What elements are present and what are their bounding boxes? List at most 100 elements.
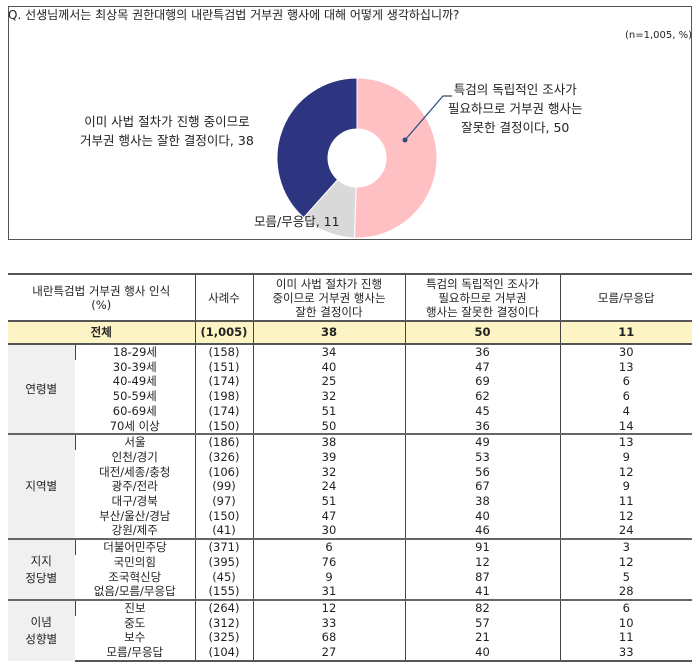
table-row: 조국혁신당 (45) 9 87 5 (8, 569, 692, 585)
row-label: 서울 (74, 433, 195, 450)
group-label: 이념 성향별 (8, 598, 75, 661)
chart-panel (8, 6, 692, 240)
header-n: 사례수 (194, 273, 253, 322)
row-oppose: 49 (404, 433, 560, 450)
row-oppose: 40 (404, 645, 560, 662)
table-row: 광주/전라 (99) 24 67 9 (8, 479, 692, 495)
row-oppose: 36 (404, 418, 560, 435)
row-unknown: 9 (559, 479, 692, 495)
row-label: 없음/모름/무응답 (93, 584, 176, 599)
row-support: 32 (252, 389, 405, 404)
row-support: 51 (252, 494, 405, 509)
row-support: 50 (252, 418, 405, 435)
label-line: 필요하므로 거부권 행사는 (448, 101, 583, 116)
sample-note: (n=1,005, %) (624, 30, 692, 41)
row-label: 50-59세 (112, 389, 157, 404)
leader-dot (402, 137, 408, 143)
row-n: (99) (194, 479, 253, 495)
row-n: (395) (194, 554, 253, 570)
total-label: 전체 (8, 321, 195, 345)
row-oppose: 12 (404, 554, 560, 570)
row-label: 진보 (74, 598, 195, 616)
row-label: 모름/무응답 (75, 645, 195, 662)
row-n: (198) (194, 389, 253, 404)
row-oppose: 91 (404, 538, 560, 555)
row-oppose: 69 (404, 374, 560, 390)
row-oppose: 56 (404, 464, 560, 480)
row-n: (326) (194, 449, 253, 465)
total-oppose: 50 (404, 321, 560, 345)
row-unknown: 6 (559, 598, 692, 616)
row-unknown: 11 (559, 494, 692, 509)
table-row: 50-59세 (198) 32 62 6 (8, 389, 692, 404)
table-row: 지역별 서울 (186) 38 49 13 (8, 433, 692, 540)
row-oppose: 38 (404, 494, 560, 509)
table-row: 모름/무응답 (104) 27 40 33 (8, 645, 692, 662)
row-unknown: 9 (559, 449, 692, 465)
row-unknown: 5 (559, 569, 692, 585)
row-unknown: 4 (559, 403, 692, 419)
row-label: 국민의힘 (113, 554, 156, 569)
row-label: 60-69세 (112, 403, 157, 418)
row-unknown: 14 (559, 418, 692, 435)
row-support: 6 (252, 538, 405, 555)
row-n: (150) (194, 508, 253, 524)
row-unknown: 12 (559, 464, 692, 480)
table-row: 30-39세 (151) 40 47 13 (8, 359, 692, 375)
table-row: 40-49세 (174) 25 69 6 (8, 374, 692, 390)
row-unknown: 13 (559, 433, 692, 450)
row-unknown: 3 (559, 538, 692, 555)
table-row: 연령별 18-29세 (158) 34 36 30 (8, 344, 692, 435)
row-support: 68 (252, 630, 405, 646)
row-support: 47 (252, 508, 405, 524)
label-line: 거부권 행사는 잘한 결정이다, 38 (80, 133, 254, 148)
table-row: 부산/울산/경남 (150) 47 40 12 (8, 508, 692, 524)
row-unknown: 6 (559, 374, 692, 390)
row-support: 30 (252, 523, 405, 540)
row-n: (104) (194, 645, 253, 662)
row-n: (150) (194, 418, 253, 435)
row-support: 31 (252, 584, 405, 600)
label-support: 이미 사법 절차가 진행 중이므로 거부권 행사는 잘한 결정이다, 38 (80, 112, 254, 150)
leader-line (404, 95, 452, 141)
total-n: (1,005) (194, 321, 253, 345)
group-label: 지지 정당별 (8, 538, 75, 600)
group-label-line: 연령별 (25, 381, 58, 396)
row-support: 76 (252, 554, 405, 570)
row-unknown: 24 (559, 523, 692, 540)
row-support: 33 (252, 615, 405, 631)
total-unknown: 11 (559, 321, 692, 345)
row-oppose: 62 (404, 389, 560, 404)
row-label: 부산/울산/경남 (99, 508, 171, 523)
row-oppose: 36 (404, 344, 560, 360)
row-label: 조국혁신당 (108, 569, 162, 584)
row-label: 18-29세 (74, 344, 195, 360)
label-line: 특검의 독립적인 조사가 (453, 82, 577, 97)
row-unknown: 30 (559, 344, 692, 360)
group-label: 지역별 (8, 433, 75, 540)
row-support: 12 (252, 598, 405, 616)
row-unknown: 6 (559, 389, 692, 404)
row-support: 34 (252, 344, 405, 360)
slice-oppose (353, 77, 438, 239)
header-unknown: 모름/무응답 (559, 273, 692, 322)
row-n: (186) (194, 433, 253, 450)
row-oppose: 67 (404, 479, 560, 495)
row-label: 인천/경기 (111, 449, 158, 464)
row-support: 51 (252, 403, 405, 419)
row-support: 24 (252, 479, 405, 495)
row-label: 대구/경북 (111, 494, 158, 509)
row-oppose: 82 (404, 598, 560, 616)
group-label-line: 지지 (30, 553, 52, 568)
donut-chart (276, 77, 452, 239)
label-oppose: 특검의 독립적인 조사가 필요하므로 거부권 행사는 잘못한 결정이다, 50 (448, 80, 582, 137)
row-unknown: 33 (559, 645, 692, 662)
question-text: Q. 선생님께서는 최상목 권한대행의 내란특검법 거부권 행사에 대해 어떻게… (8, 8, 460, 22)
label-unknown: 모름/무응답, 11 (254, 212, 340, 231)
row-unknown: 13 (559, 359, 692, 375)
header-oppose: 특검의 독립적인 조사가 필요하므로 거부권 행사는 잘못한 결정이다 (404, 273, 560, 322)
row-oppose: 53 (404, 449, 560, 465)
row-n: (371) (194, 538, 253, 555)
row-n: (264) (194, 598, 253, 616)
row-n: (45) (194, 569, 253, 585)
